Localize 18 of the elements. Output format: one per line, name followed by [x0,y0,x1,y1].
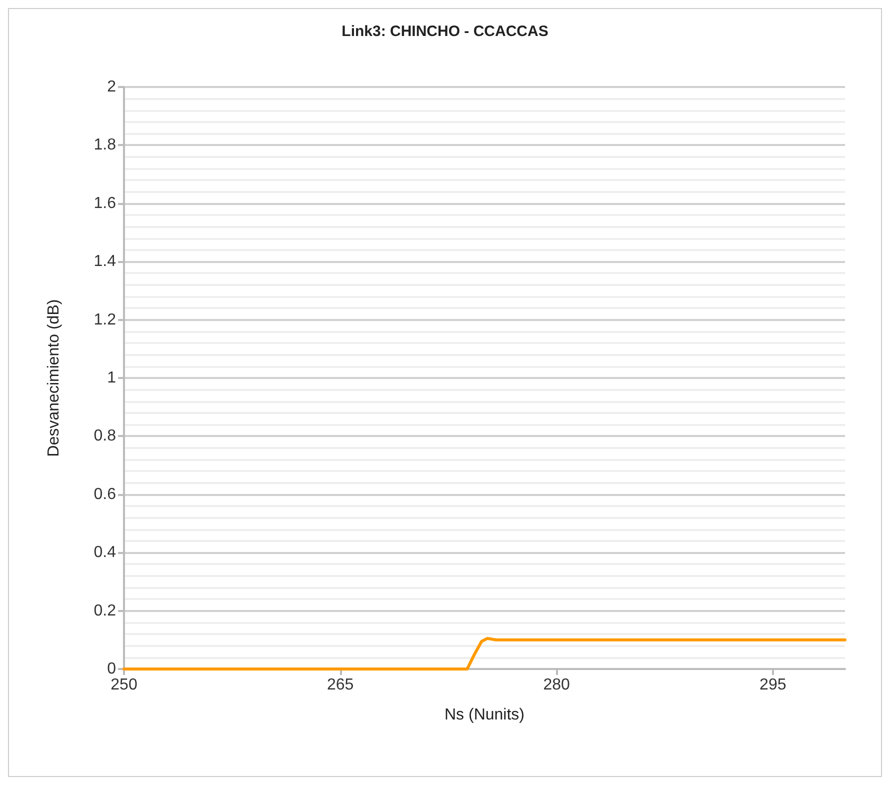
x-axis-title: Ns (Nunits) [444,706,525,724]
y-tick-label: 0.4 [94,544,116,562]
x-tick-label: 280 [543,676,570,694]
y-tick-label: 1.4 [94,253,116,270]
y-tick-label: 1.6 [94,194,116,212]
y-axis-title: Desvanecimiento (dB) [46,299,62,457]
x-tick-label: 295 [760,676,786,694]
y-tick-label: 1.2 [94,311,116,328]
x-tick-label: 265 [326,676,354,694]
y-tick-label: 0.2 [94,602,116,620]
y-tick-label: 0.8 [94,428,116,445]
y-tick-label: 1.8 [94,136,116,154]
y-tick-label: 0 [107,660,116,678]
y-tick-label: 0.6 [94,486,116,503]
chart-title: Link3: CHINCHO - CCACCAS [342,23,548,40]
y-tick-label: 2 [107,78,116,96]
y-tick-label: 1 [107,370,116,386]
x-tick-label: 250 [110,676,138,694]
